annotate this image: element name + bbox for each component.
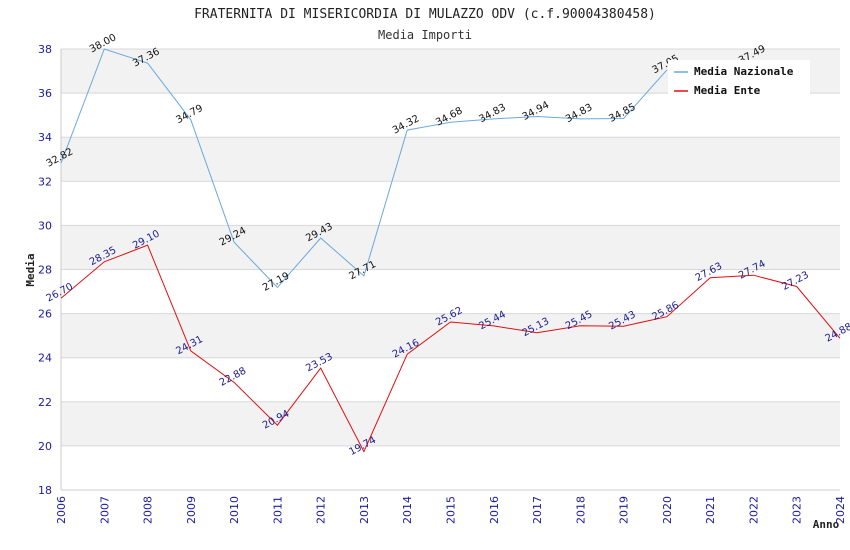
y-tick-label: 22: [38, 396, 52, 409]
y-tick-label: 26: [38, 308, 52, 321]
grid-band: [61, 137, 840, 182]
y-axis-label: Media: [24, 253, 37, 286]
y-tick-label: 36: [38, 87, 52, 100]
legend-label-media-ente: Media Ente: [694, 84, 761, 97]
grid-band: [61, 181, 840, 226]
x-tick-label: 2023: [791, 496, 804, 524]
series-line-media-nazionale: [60, 48, 668, 289]
grid-band: [61, 445, 840, 490]
x-tick-label: 2018: [574, 496, 587, 524]
chart-subtitle: Media Importi: [378, 28, 472, 42]
grid-band: [61, 225, 840, 270]
x-axis-ticks: 2006 2007 2008 2009 2010 2011 2012 2013 2014 2015…: [55, 496, 847, 524]
series-lines: [60, 48, 841, 453]
y-axis-ticks: 18 20 22 24 26 28 30 32 34 36 38: [38, 43, 52, 497]
x-tick-label: 2014: [401, 496, 414, 524]
gridlines: [60, 48, 840, 491]
x-tick-label: 2013: [358, 496, 371, 524]
y-tick-label: 34: [38, 131, 52, 144]
x-axis-label: Anno: [813, 518, 840, 531]
x-tick-label: 2021: [704, 496, 717, 524]
x-tick-label: 2012: [315, 496, 328, 524]
grid-band: [61, 401, 840, 446]
grid-band: [61, 93, 840, 138]
legend-label-media-nazionale: Media Nazionale: [694, 65, 794, 78]
x-tick-label: 2024: [834, 496, 847, 524]
y-tick-label: 28: [38, 264, 52, 277]
x-tick-label: 2016: [488, 496, 501, 524]
y-tick-label: 32: [38, 175, 52, 188]
grid-band: [61, 269, 840, 314]
chart-title: FRATERNITA DI MISERICORDIA DI MULAZZO OD…: [194, 7, 656, 22]
x-tick-label: 2015: [445, 496, 458, 524]
legend-box: [668, 60, 810, 98]
y-tick-label: 38: [38, 43, 52, 56]
x-tick-label: 2009: [185, 496, 198, 524]
x-tick-label: 2017: [531, 496, 544, 524]
grid-band: [61, 357, 840, 402]
x-tick-label: 2006: [55, 496, 68, 524]
x-tick-label: 2011: [271, 496, 284, 524]
x-tick-label: 2022: [747, 496, 760, 524]
x-tick-label: 2008: [142, 496, 155, 524]
x-tick-label: 2010: [228, 496, 241, 524]
x-tick-label: 2020: [661, 496, 674, 524]
y-tick-label: 20: [38, 440, 52, 453]
y-tick-label: 30: [38, 219, 52, 232]
series-line-media-ente: [60, 244, 841, 453]
x-tick-label: 2007: [98, 496, 111, 524]
legend: Media Nazionale Media Ente: [668, 60, 810, 98]
y-tick-label: 24: [38, 352, 52, 365]
x-tick-label: 2019: [618, 496, 631, 524]
background-bands: [61, 49, 840, 490]
y-tick-label: 18: [38, 484, 52, 497]
